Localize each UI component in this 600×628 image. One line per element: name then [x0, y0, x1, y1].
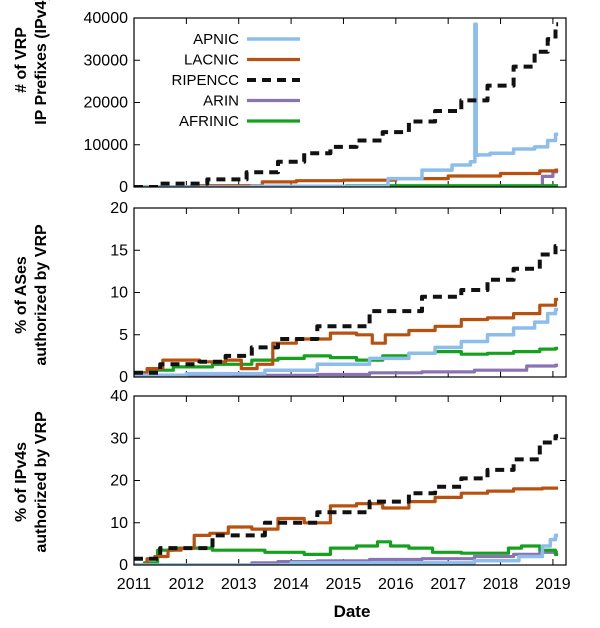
- y-tick-label: 5: [119, 327, 128, 344]
- series-line-lacnic: [134, 486, 559, 565]
- series-line-ripencc: [134, 22, 559, 187]
- y-tick-label: 30: [110, 430, 128, 447]
- series-line-apnic: [134, 533, 559, 565]
- y-axis-label-line-1: % of IPv4s: [13, 442, 30, 522]
- chart-panel-1: 0 10000 20000 30000 40000 # of VRP IP Prefixes…: [13, 0, 567, 196]
- y-tick-label: 20: [110, 473, 128, 490]
- plot-frame: [133, 395, 567, 566]
- legend-label-apnic: APNIC: [193, 31, 239, 48]
- series-line-arin: [134, 550, 559, 565]
- x-tick-label: 2019: [535, 576, 571, 593]
- y-tick-label: 15: [110, 242, 128, 259]
- y-axis-label-line-1: # of VRP: [13, 27, 30, 93]
- series-line-arin: [134, 363, 559, 377]
- legend-label-arin: ARIN: [203, 93, 239, 110]
- y-tick-label: 0: [119, 369, 128, 386]
- chart-panel-2: 0 5 10 15 20 % of ASes authorized by VRP: [13, 200, 567, 386]
- y-axis-label-line-2: authorized by VRP: [33, 224, 50, 366]
- series-line-arin: [134, 170, 559, 187]
- legend: APNIC LACNIC RIPENCC ARIN AFRINIC: [171, 31, 300, 130]
- y-tick-label: 0: [119, 179, 128, 196]
- legend-label-lacnic: LACNIC: [184, 52, 239, 69]
- plot-frame: [133, 17, 567, 188]
- series-line-ripencc: [134, 434, 559, 561]
- x-axis-label: Date: [334, 602, 371, 621]
- y-tick-label: 40: [110, 388, 128, 405]
- y-tick-label: 30000: [84, 52, 129, 69]
- series-line-ripencc: [134, 244, 559, 375]
- series-line-apnic: [134, 307, 559, 377]
- x-tick-label: 2016: [378, 576, 414, 593]
- y-tick-label: 10: [110, 515, 128, 532]
- x-tick-label: 2012: [169, 576, 205, 593]
- x-tick-label: 2014: [273, 576, 309, 593]
- x-tick-label: 2013: [221, 576, 257, 593]
- y-tick-label: 20: [110, 200, 128, 217]
- x-tick-label: 2011: [117, 576, 152, 593]
- y-axis-label-line-1: % of ASes: [13, 256, 30, 334]
- series-line-apnic: [134, 22, 559, 187]
- y-axis-label-line-2: IP Prefixes (IPv4): [33, 0, 50, 125]
- chart-panel-3: 0 10 20 30 40 % of IPv4s authorized by VRP 2011…: [13, 388, 571, 621]
- legend-label-afrinic: AFRINIC: [179, 113, 239, 130]
- y-tick-label: 20000: [84, 95, 129, 112]
- x-tick-label: 2015: [326, 576, 362, 593]
- y-tick-label: 0: [119, 557, 128, 574]
- x-tick-label: 2018: [483, 576, 519, 593]
- y-tick-label: 10: [110, 285, 128, 302]
- y-tick-label: 10000: [84, 137, 129, 154]
- y-tick-label: 40000: [84, 10, 129, 27]
- plot-frame: [133, 207, 567, 378]
- x-tick-label: 2017: [430, 576, 466, 593]
- y-axis-label-line-2: authorized by VRP: [33, 411, 50, 553]
- legend-label-ripencc: RIPENCC: [171, 72, 239, 89]
